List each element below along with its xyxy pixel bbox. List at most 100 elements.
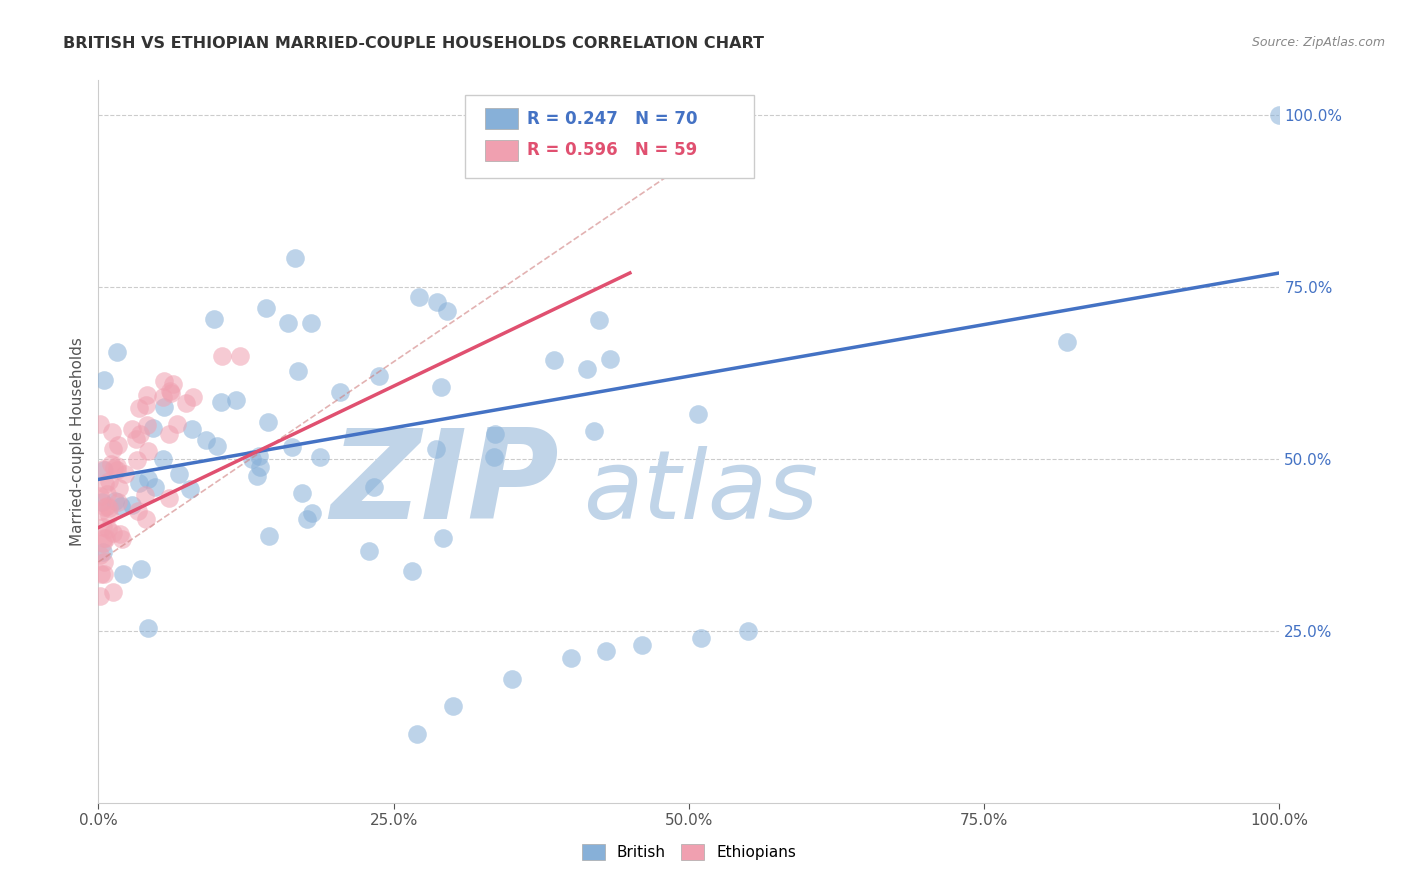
Point bbox=[277, 316, 299, 330]
Point bbox=[1056, 335, 1078, 350]
Point bbox=[543, 352, 565, 367]
Point bbox=[436, 304, 458, 318]
Point bbox=[103, 461, 125, 475]
Point bbox=[209, 395, 232, 409]
Point bbox=[575, 362, 598, 376]
Point bbox=[136, 444, 159, 458]
Point bbox=[179, 482, 201, 496]
Point bbox=[93, 373, 115, 387]
Point bbox=[299, 317, 322, 331]
Point bbox=[363, 480, 385, 494]
Point bbox=[111, 566, 134, 581]
Point bbox=[91, 495, 114, 509]
Point bbox=[1268, 108, 1291, 122]
Point bbox=[93, 531, 115, 545]
Point bbox=[426, 295, 449, 310]
Point bbox=[257, 529, 280, 543]
Point bbox=[430, 380, 453, 394]
Point bbox=[257, 415, 280, 429]
Point bbox=[246, 469, 269, 483]
Point bbox=[737, 624, 759, 638]
Point bbox=[89, 548, 111, 562]
Point bbox=[152, 401, 174, 415]
Point bbox=[136, 621, 159, 635]
Point bbox=[247, 449, 270, 463]
Point bbox=[101, 585, 124, 599]
Point bbox=[110, 527, 132, 541]
Point bbox=[125, 432, 148, 446]
Point bbox=[582, 424, 605, 438]
Point bbox=[128, 427, 150, 442]
Point bbox=[211, 349, 233, 363]
Point bbox=[367, 369, 389, 384]
Point bbox=[128, 401, 150, 416]
FancyBboxPatch shape bbox=[485, 108, 517, 129]
Point bbox=[181, 390, 204, 404]
Point bbox=[484, 426, 506, 441]
Point bbox=[108, 481, 131, 495]
Point bbox=[142, 421, 165, 435]
Point bbox=[689, 631, 711, 645]
Point bbox=[121, 422, 143, 436]
Point bbox=[98, 508, 121, 523]
Point bbox=[406, 727, 429, 741]
Point bbox=[560, 651, 582, 665]
Text: ZIP: ZIP bbox=[330, 425, 560, 545]
Point bbox=[159, 384, 181, 399]
Point bbox=[162, 376, 184, 391]
Text: Source: ZipAtlas.com: Source: ZipAtlas.com bbox=[1251, 36, 1385, 49]
Point bbox=[181, 422, 204, 436]
Point bbox=[240, 451, 263, 466]
Point bbox=[105, 345, 128, 359]
Point bbox=[93, 566, 115, 581]
Point bbox=[301, 507, 323, 521]
Point bbox=[110, 499, 132, 513]
Point bbox=[135, 512, 157, 526]
Point bbox=[93, 463, 115, 477]
Point bbox=[153, 374, 176, 388]
Point bbox=[89, 489, 111, 503]
Point bbox=[129, 562, 152, 576]
Point bbox=[599, 351, 621, 366]
FancyBboxPatch shape bbox=[464, 95, 754, 178]
Text: BRITISH VS ETHIOPIAN MARRIED-COUPLE HOUSEHOLDS CORRELATION CHART: BRITISH VS ETHIOPIAN MARRIED-COUPLE HOUS… bbox=[63, 36, 765, 51]
Text: R = 0.596   N = 59: R = 0.596 N = 59 bbox=[527, 141, 697, 160]
Point bbox=[121, 498, 143, 512]
Point bbox=[160, 385, 183, 400]
Point bbox=[484, 450, 506, 465]
Point bbox=[329, 384, 352, 399]
Point bbox=[114, 467, 136, 481]
Point bbox=[588, 313, 610, 327]
Point bbox=[401, 565, 423, 579]
Point bbox=[96, 532, 118, 546]
Point bbox=[136, 388, 159, 402]
Point bbox=[207, 439, 229, 453]
Point bbox=[432, 531, 454, 545]
Point bbox=[152, 452, 174, 467]
Point bbox=[96, 499, 118, 513]
Point bbox=[91, 520, 114, 534]
Point bbox=[93, 477, 115, 491]
Point bbox=[96, 487, 118, 501]
Point bbox=[135, 399, 157, 413]
Point bbox=[595, 644, 617, 658]
Point bbox=[107, 494, 129, 508]
Point bbox=[128, 476, 150, 491]
Point bbox=[89, 417, 111, 432]
Point bbox=[284, 252, 307, 266]
Point bbox=[91, 545, 114, 559]
Point bbox=[357, 543, 380, 558]
Point bbox=[166, 417, 188, 431]
FancyBboxPatch shape bbox=[485, 139, 517, 161]
Point bbox=[97, 474, 120, 488]
Point bbox=[501, 672, 523, 686]
Point bbox=[630, 638, 652, 652]
Point bbox=[93, 556, 115, 570]
Point bbox=[688, 407, 710, 421]
Point bbox=[281, 440, 304, 454]
Point bbox=[134, 488, 156, 502]
Point bbox=[408, 290, 430, 304]
Point bbox=[249, 460, 271, 475]
Point bbox=[202, 311, 225, 326]
Text: R = 0.247   N = 70: R = 0.247 N = 70 bbox=[527, 110, 697, 128]
